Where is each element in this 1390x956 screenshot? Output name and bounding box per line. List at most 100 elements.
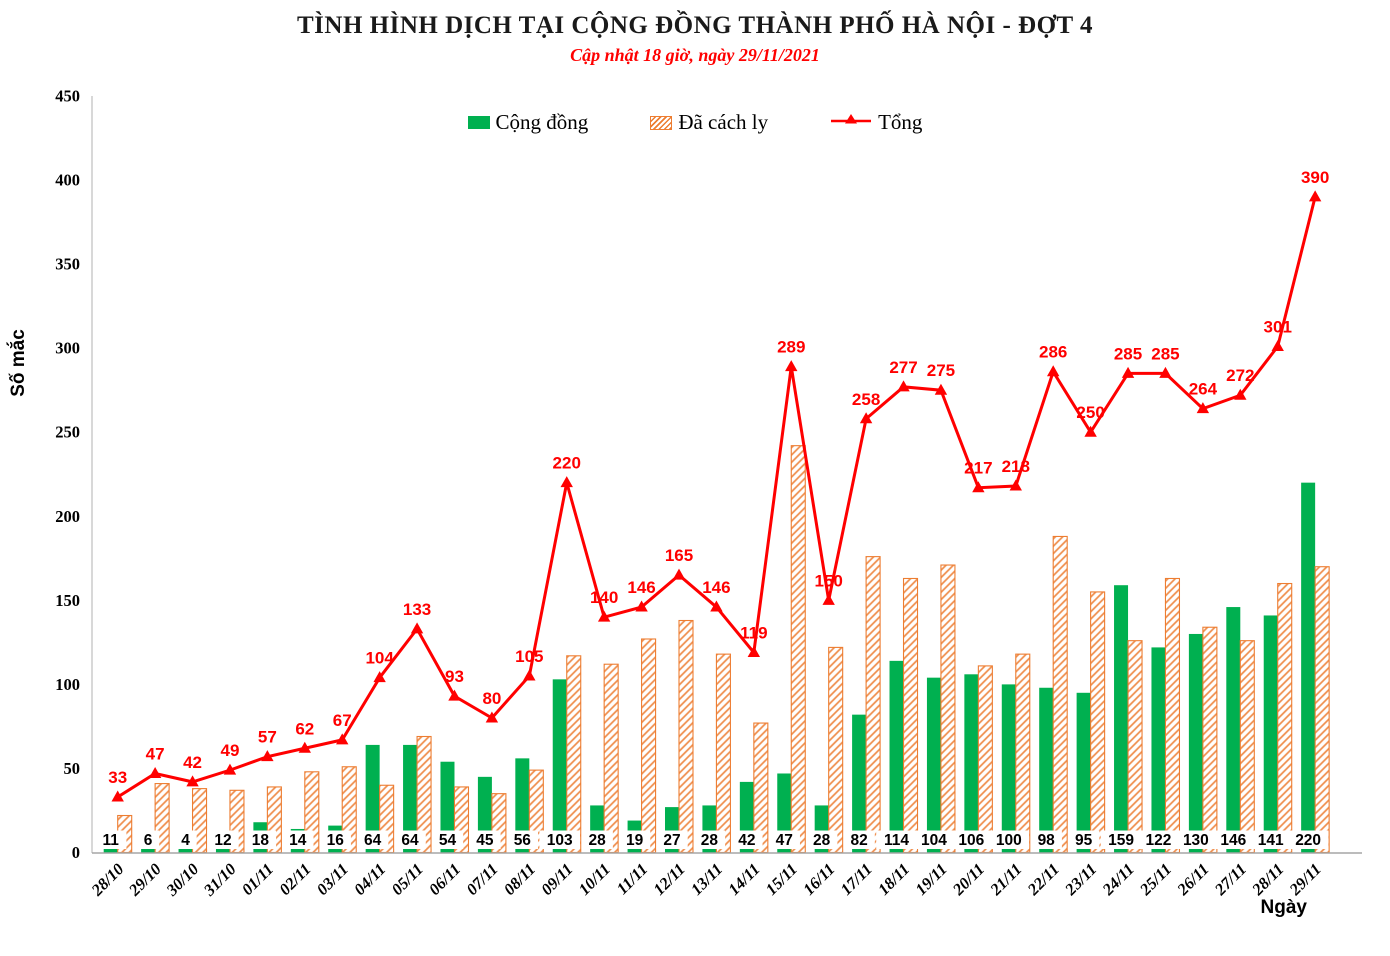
tong-marker-triangle-icon	[560, 476, 573, 488]
hatched-bar-swatch-icon	[650, 115, 673, 130]
tong-value-label: 258	[852, 390, 880, 409]
bar-label-box	[174, 830, 197, 849]
tong-value-label: 289	[777, 338, 805, 357]
bar-da-cach-ly	[940, 564, 956, 854]
tong-marker-triangle-icon	[1159, 366, 1172, 378]
x-tick-label: 21/11	[986, 859, 1026, 899]
bar-label-cong-dong: 54	[439, 832, 457, 849]
tong-marker-triangle-icon	[186, 775, 199, 787]
bar-label-cong-dong: 16	[327, 832, 345, 849]
bar-label-cong-dong: 64	[401, 832, 419, 849]
bar-label-box	[356, 830, 389, 849]
bar-label-box	[1138, 830, 1179, 849]
bar-da-cach-ly	[1052, 535, 1068, 854]
tong-marker-triangle-icon	[785, 360, 798, 372]
bar-label-cong-dong: 56	[514, 832, 532, 849]
bar-label-cong-dong: 11	[103, 832, 120, 849]
tong-value-label: 150	[814, 571, 842, 590]
bar-cong-dong	[1039, 687, 1054, 853]
bar-label-box	[618, 830, 651, 849]
tong-marker-triangle-icon	[1196, 402, 1210, 414]
x-tick-label: 30/10	[162, 859, 203, 900]
bar-label-cong-dong: 141	[1258, 832, 1284, 849]
tong-marker-triangle-icon	[934, 383, 948, 395]
x-tick-label: 16/11	[799, 859, 838, 898]
x-tick-label: 01/11	[238, 859, 277, 898]
bar-label-cong-dong: 106	[958, 832, 984, 849]
bar-label-cong-dong: 82	[850, 832, 867, 849]
bar-da-cach-ly	[1127, 640, 1143, 854]
tong-marker-triangle-icon	[148, 766, 162, 778]
tong-marker-triangle-icon	[336, 733, 349, 745]
bar-label-cong-dong: 42	[738, 832, 755, 849]
bar-cong-dong	[178, 845, 193, 853]
chart-title: TÌNH HÌNH DỊCH TẠI CỘNG ĐỒNG THÀNH PHỐ H…	[296, 12, 1094, 39]
tong-marker-triangle-icon	[485, 711, 499, 723]
bar-da-cach-ly	[1164, 577, 1181, 854]
bar-label-box	[581, 830, 613, 849]
y-tick-label: 300	[55, 339, 80, 358]
tong-value-label: 33	[108, 768, 127, 787]
bar-label-box	[731, 830, 763, 849]
tong-marker-triangle-icon	[448, 689, 461, 701]
bar-label-box	[539, 830, 581, 849]
x-tick-label: 03/11	[313, 859, 352, 898]
x-tick-label: 25/11	[1135, 859, 1175, 899]
x-tick-label: 05/11	[388, 859, 427, 898]
bar-cong-dong	[1301, 482, 1316, 853]
y-tick-label: 350	[55, 255, 80, 274]
x-tick-label: 27/11	[1210, 859, 1250, 899]
tong-value-label: 285	[1114, 344, 1142, 363]
y-tick-label: 200	[55, 507, 80, 526]
bar-label-cong-dong: 12	[214, 832, 231, 849]
bar-da-cach-ly	[1239, 640, 1255, 854]
x-tick-label: 20/11	[948, 859, 988, 899]
bar-label-cong-dong: 45	[476, 832, 494, 849]
bar-da-cach-ly	[977, 665, 993, 854]
tong-value-label: 140	[590, 588, 618, 607]
tong-marker-triangle-icon	[710, 600, 723, 612]
tong-value-label: 275	[927, 361, 955, 380]
y-tick-label: 250	[55, 423, 80, 442]
x-tick-label: 06/11	[425, 859, 464, 898]
bar-label-cong-dong: 98	[1038, 832, 1056, 849]
x-tick-label: 28/10	[87, 859, 128, 900]
tong-marker-triangle-icon	[747, 645, 761, 657]
bar-cong-dong	[552, 679, 567, 853]
bar-da-cach-ly	[865, 556, 881, 854]
bar-cong-dong	[1188, 633, 1203, 853]
bar-label-box	[137, 830, 160, 849]
bar-label-box	[1250, 830, 1292, 849]
bar-cong-dong	[1226, 607, 1241, 853]
bar-label-cong-dong: 103	[547, 832, 573, 849]
tong-value-label: 285	[1151, 344, 1179, 363]
bar-label-cong-dong: 104	[921, 832, 947, 849]
tong-marker-triangle-icon	[859, 412, 873, 424]
tong-marker-triangle-icon	[1084, 425, 1097, 437]
tong-marker-triangle-icon	[822, 593, 835, 605]
tong-value-label: 264	[1189, 380, 1218, 399]
tong-value-label: 57	[258, 728, 277, 747]
bar-da-cach-ly	[1202, 626, 1218, 854]
y-tick-label: 50	[64, 759, 81, 778]
bar-da-cach-ly	[902, 577, 919, 854]
bar-label-box	[1067, 830, 1100, 849]
x-tick-label: 24/11	[1098, 859, 1138, 899]
bar-label-cong-dong: 4	[181, 832, 190, 849]
bar-cong-dong	[1076, 692, 1091, 853]
bar-label-box	[913, 830, 955, 849]
x-tick-label: 08/11	[500, 859, 539, 898]
legend-label-cong-dong: Cộng đồng	[495, 110, 589, 134]
tong-value-label: 390	[1301, 168, 1329, 187]
bar-label-cong-dong: 18	[252, 832, 270, 849]
tong-marker-triangle-icon	[672, 568, 686, 580]
bar-cong-dong	[964, 674, 979, 853]
x-tick-label: 09/11	[537, 859, 576, 898]
bar-da-cach-ly	[1314, 566, 1330, 854]
y-axis-title: Số mắc	[7, 329, 29, 397]
bar-label-box	[1175, 830, 1217, 849]
tong-value-label: 146	[702, 578, 730, 597]
bar-label-cong-dong: 19	[626, 832, 644, 849]
bar-label-box	[506, 830, 539, 849]
